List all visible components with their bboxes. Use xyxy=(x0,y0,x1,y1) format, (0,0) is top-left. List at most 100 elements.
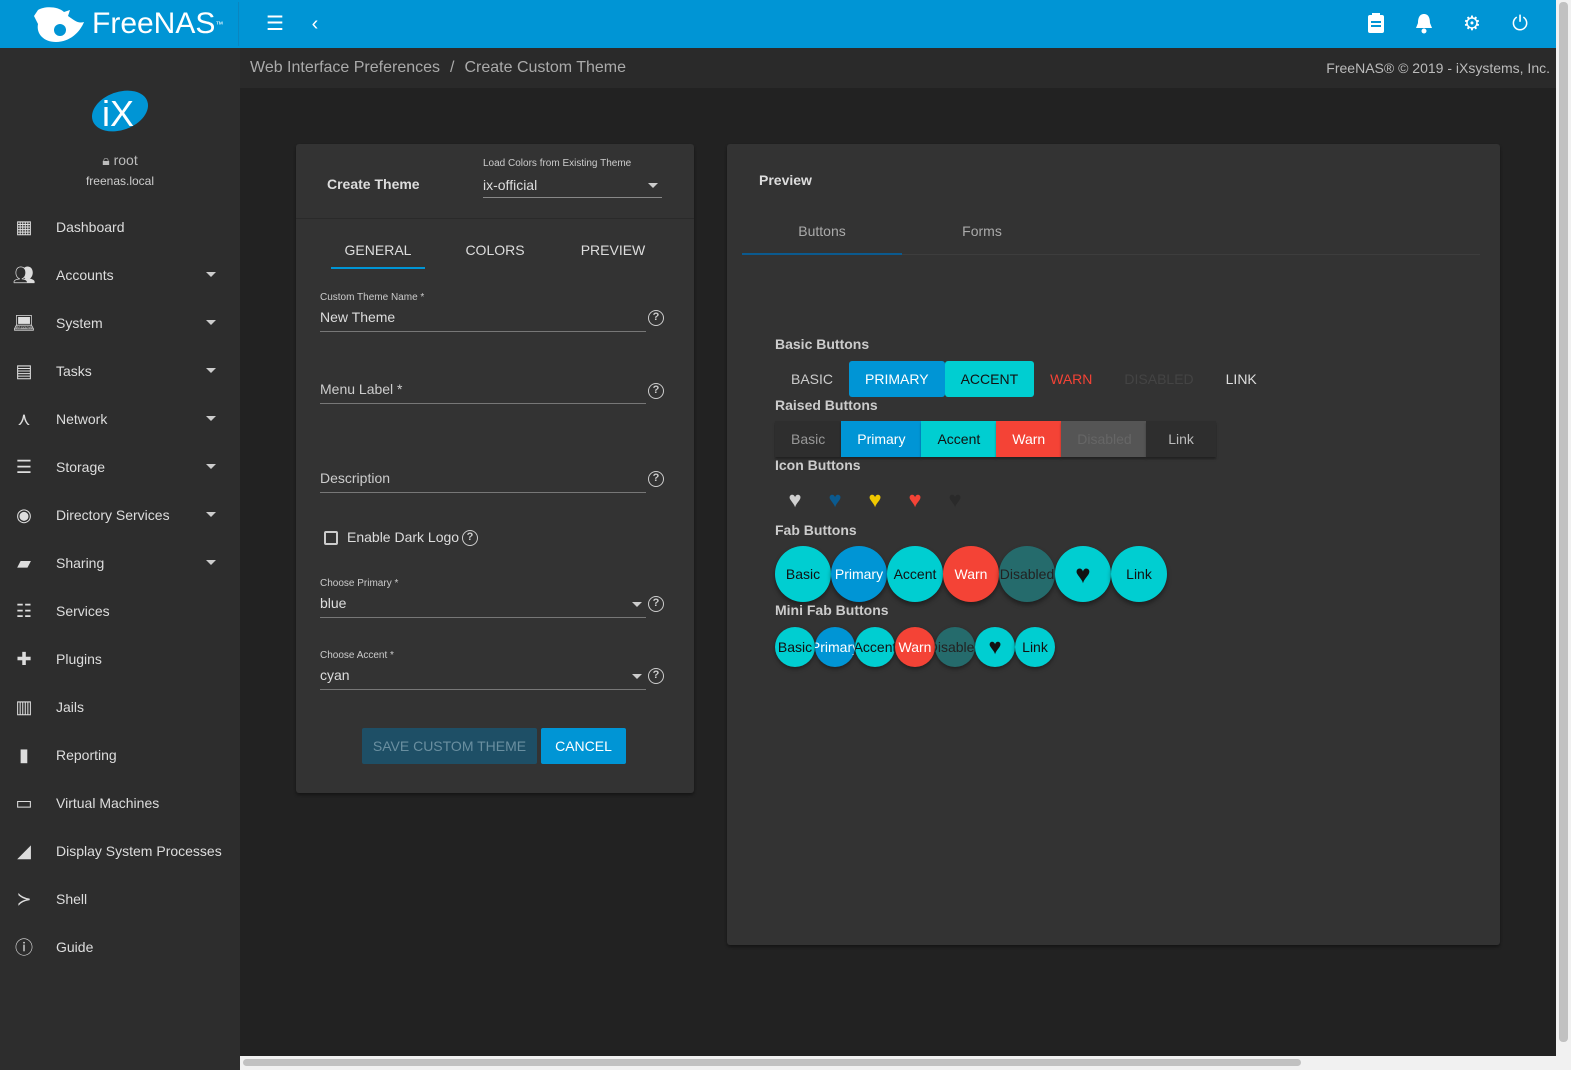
clipboard-icon[interactable] xyxy=(1364,12,1388,36)
fab-link-button[interactable]: Link xyxy=(1111,546,1167,602)
cancel-button[interactable]: CANCEL xyxy=(541,728,626,764)
sidebar-item-label: Network xyxy=(56,411,108,427)
tab-colors[interactable]: COLORS xyxy=(465,242,525,258)
minifab-link-button[interactable]: Link xyxy=(1015,627,1055,667)
sidebar-item-directory-services[interactable]: ◉ Directory Services xyxy=(0,491,240,539)
minifab-heart-button[interactable]: ♥ xyxy=(975,627,1015,667)
sidebar-item-shell[interactable]: ≻ Shell xyxy=(0,875,240,923)
sidebar-item-plugins[interactable]: ✚ Plugins xyxy=(0,635,240,683)
sidebar-item-reporting[interactable]: ▮ Reporting xyxy=(0,731,240,779)
sidebar-item-guide[interactable]: ⓘ Guide xyxy=(0,923,240,971)
sidebar-item-display-system-processes[interactable]: ◢ Display System Processes xyxy=(0,827,240,875)
sidebar-item-label: Shell xyxy=(56,891,88,907)
dropdown-arrow-icon xyxy=(632,674,642,679)
basic-primary-button[interactable]: PRIMARY xyxy=(849,361,945,397)
fab-warn-button[interactable]: Warn xyxy=(943,546,999,602)
folder-shared-icon: ▰ xyxy=(17,552,31,573)
horizontal-scrollbar[interactable] xyxy=(240,1056,1556,1070)
minifab-primary-button[interactable]: Primary xyxy=(815,627,855,667)
accent-select[interactable]: cyan xyxy=(320,666,646,690)
bell-icon[interactable] xyxy=(1412,12,1436,36)
sidebar-item-virtual-machines[interactable]: ▭ Virtual Machines xyxy=(0,779,240,827)
gear-icon[interactable]: ⚙ xyxy=(1463,13,1481,35)
theme-name-input[interactable]: New Theme xyxy=(320,307,646,332)
processes-icon: ◢ xyxy=(17,840,31,861)
chevron-down-icon xyxy=(206,512,216,517)
minifab-basic-button[interactable]: Basic xyxy=(775,627,815,667)
basic-accent-button[interactable]: ACCENT xyxy=(944,361,1035,397)
sidebar-item-jails[interactable]: ▥ Jails xyxy=(0,683,240,731)
sidebar-item-label: Services xyxy=(56,603,110,619)
freenas-logo[interactable]: FreeNAS ™ xyxy=(34,2,239,46)
sidebar-item-label: System xyxy=(56,315,103,331)
raised-warn-button[interactable]: Warn xyxy=(996,421,1062,457)
sidebar-item-sharing[interactable]: ▰ Sharing xyxy=(0,539,240,587)
back-icon[interactable]: ‹ xyxy=(311,13,319,35)
tab-general[interactable]: GENERAL xyxy=(331,242,425,269)
description-placeholder: Description xyxy=(320,470,391,486)
heart-icon[interactable]: ♥ xyxy=(908,487,922,512)
brand-name: FreeNAS xyxy=(92,7,216,40)
dashboard-icon: ▦ xyxy=(15,216,33,237)
raised-basic-button[interactable]: Basic xyxy=(775,421,842,457)
raised-accent-button[interactable]: Accent xyxy=(921,421,997,457)
help-icon[interactable]: ? xyxy=(648,596,664,612)
tab-forms[interactable]: Forms xyxy=(962,223,1002,239)
sidebar-item-accounts[interactable]: 👥︎ Accounts xyxy=(0,251,240,299)
primary-select[interactable]: blue xyxy=(320,594,646,618)
sidebar-item-services[interactable]: ☷ Services xyxy=(0,587,240,635)
sidebar-item-storage[interactable]: ☰ Storage xyxy=(0,443,240,491)
raised-link-button[interactable]: Link xyxy=(1146,421,1216,457)
help-icon[interactable]: ? xyxy=(648,383,664,399)
power-icon[interactable]: ⏻ xyxy=(1512,13,1528,35)
fab-heart-button[interactable]: ♥ xyxy=(1055,546,1111,602)
chevron-down-icon xyxy=(206,416,216,421)
breadcrumb-parent[interactable]: Web Interface Preferences xyxy=(250,59,441,76)
tab-preview[interactable]: PREVIEW xyxy=(580,242,646,258)
sidebar-item-system[interactable]: 💻︎ System xyxy=(0,299,240,347)
fab-buttons-title: Fab Buttons xyxy=(775,522,857,538)
fab-accent-button[interactable]: Accent xyxy=(887,546,943,602)
sidebar-item-dashboard[interactable]: ▦ Dashboard xyxy=(0,203,240,251)
tab-buttons[interactable]: Buttons xyxy=(742,223,902,255)
basic-warn-button[interactable]: WARN xyxy=(1050,371,1093,387)
fab-basic-button[interactable]: Basic xyxy=(775,546,831,602)
sidebar-item-label: Directory Services xyxy=(56,507,170,523)
sidebar-item-tasks[interactable]: ▤ Tasks xyxy=(0,347,240,395)
basic-link-button[interactable]: LINK xyxy=(1225,371,1257,387)
minifab-accent-button[interactable]: Accent xyxy=(855,627,895,667)
heart-icon[interactable]: ♥ xyxy=(868,487,882,512)
basic-buttons-title: Basic Buttons xyxy=(775,336,870,352)
trademark: ™ xyxy=(215,19,224,29)
menu-label-input[interactable]: Menu Label * xyxy=(320,379,646,404)
description-input[interactable]: Description xyxy=(320,468,646,493)
svg-text:iX: iX xyxy=(102,93,134,134)
help-icon[interactable]: ? xyxy=(648,668,664,684)
load-theme-select[interactable]: ix-official xyxy=(483,174,662,198)
raised-primary-button[interactable]: Primary xyxy=(841,421,922,457)
sidebar-item-label: Jails xyxy=(56,699,85,715)
sidebar-item-label: Guide xyxy=(56,939,94,955)
help-icon[interactable]: ? xyxy=(462,530,478,546)
sidebar-item-label: Reporting xyxy=(56,747,117,763)
basic-basic-button[interactable]: BASIC xyxy=(791,371,834,387)
icon-buttons-title: Icon Buttons xyxy=(775,457,861,473)
terminal-icon: ≻ xyxy=(16,888,32,909)
heart-icon[interactable]: ♥ xyxy=(788,487,802,512)
help-icon[interactable]: ? xyxy=(648,310,664,326)
sidebar-item-network[interactable]: ⋏ Network xyxy=(0,395,240,443)
dark-logo-checkbox[interactable] xyxy=(324,531,338,545)
help-icon[interactable]: ? xyxy=(648,471,664,487)
heart-icon[interactable]: ♥ xyxy=(828,487,842,512)
load-theme-label: Load Colors from Existing Theme xyxy=(483,158,632,169)
save-custom-theme-button[interactable]: SAVE CUSTOM THEME xyxy=(362,728,537,764)
top-bar: FreeNAS ™ ☰ ‹ ⚙ ⏻ xyxy=(0,0,1556,48)
minifab-warn-button[interactable]: Warn xyxy=(895,627,935,667)
raised-buttons-title: Raised Buttons xyxy=(775,397,878,413)
fab-primary-button[interactable]: Primary xyxy=(831,546,887,602)
chevron-down-icon xyxy=(206,272,216,277)
load-theme-value: ix-official xyxy=(483,177,538,193)
menu-icon[interactable]: ☰ xyxy=(266,13,284,35)
people-icon: 👥︎ xyxy=(12,264,36,285)
vertical-scrollbar[interactable] xyxy=(1556,0,1571,1070)
